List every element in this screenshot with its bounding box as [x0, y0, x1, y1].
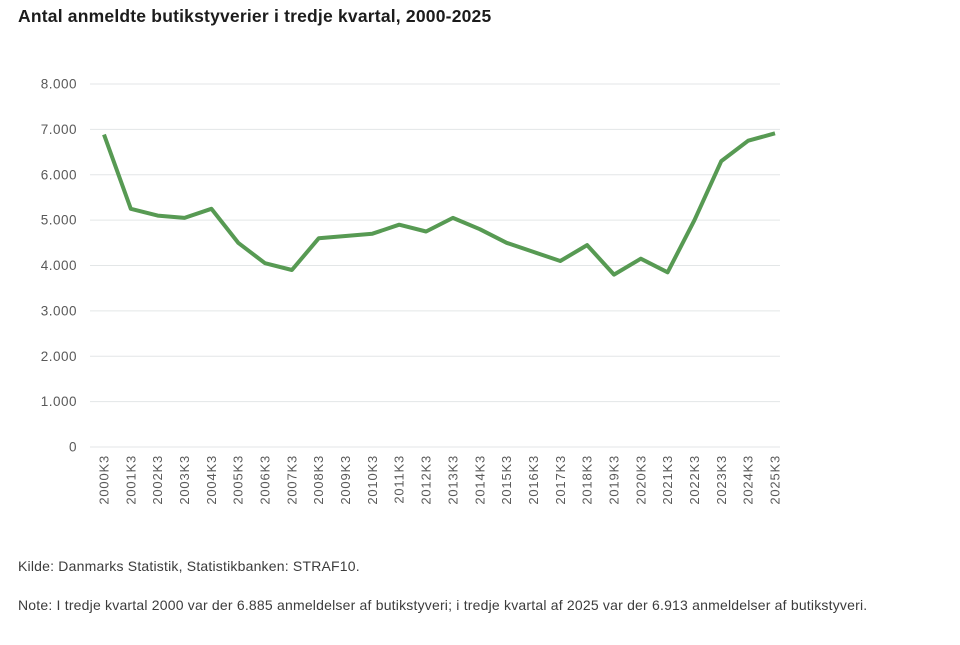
x-axis-tick-label: 2013K3: [445, 455, 460, 505]
x-axis-tick-label: 2025K3: [768, 455, 783, 505]
x-axis-tick-label: 2008K3: [311, 455, 326, 505]
x-axis-tick-label: 2011K3: [392, 455, 407, 504]
y-axis-tick-label: 2.000: [41, 349, 77, 364]
y-axis-tick-label: 0: [69, 440, 77, 455]
x-axis-tick-label: 2007K3: [284, 455, 299, 505]
y-axis-tick-label: 5.000: [41, 213, 77, 228]
x-axis-tick-label: 2003K3: [177, 455, 192, 505]
x-axis-tick-label: 2024K3: [741, 455, 756, 505]
x-axis-tick-label: 2002K3: [150, 455, 165, 505]
x-axis-tick-label: 2006K3: [258, 455, 273, 505]
y-axis-tick-label: 3.000: [41, 303, 77, 318]
x-axis-tick-label: 2015K3: [499, 455, 514, 505]
y-axis-tick-label: 8.000: [41, 77, 77, 92]
x-axis-tick-label: 2004K3: [204, 455, 219, 505]
y-axis-tick-label: 6.000: [41, 167, 77, 182]
x-axis-tick-label: 2001K3: [123, 455, 138, 505]
data-line-series: [102, 131, 776, 277]
x-axis-tick-label: 2017K3: [553, 455, 568, 505]
line-chart: 0 1.000 2.000 3.000 4.000 5.000 6.000 7.000 8.00…: [41, 77, 783, 505]
x-axis-tick-label: 2009K3: [338, 455, 353, 505]
x-axis-tick-label: 2016K3: [526, 455, 541, 505]
x-axis-tick-label: 2018K3: [580, 455, 595, 505]
y-axis-tick-label: 4.000: [41, 258, 77, 273]
x-axis-tick-label: 2014K3: [472, 455, 487, 505]
note-text: Note: I tredje kvartal 2000 var der 6.88…: [18, 597, 868, 613]
x-axis-tick-label: 2020K3: [633, 455, 648, 505]
x-axis-tick-label: 2000K3: [97, 455, 112, 505]
y-axis-tick-label: 1.000: [41, 394, 77, 409]
x-axis-tick-label: 2022K3: [687, 455, 702, 505]
x-axis-tick-label: 2019K3: [606, 455, 621, 505]
y-axis-tick-label: 7.000: [41, 122, 77, 137]
x-axis-tick-label: 2012K3: [419, 455, 434, 505]
source-text: Kilde: Danmarks Statistik, Statistikbank…: [18, 558, 360, 574]
chart-title: Antal anmeldte butikstyverier i tredje k…: [18, 6, 492, 26]
x-axis-tick-label: 2010K3: [365, 455, 380, 505]
x-axis-tick-label: 2023K3: [714, 455, 729, 505]
x-axis-tick-label: 2021K3: [660, 455, 675, 505]
x-axis-tick-label: 2005K3: [231, 455, 246, 505]
